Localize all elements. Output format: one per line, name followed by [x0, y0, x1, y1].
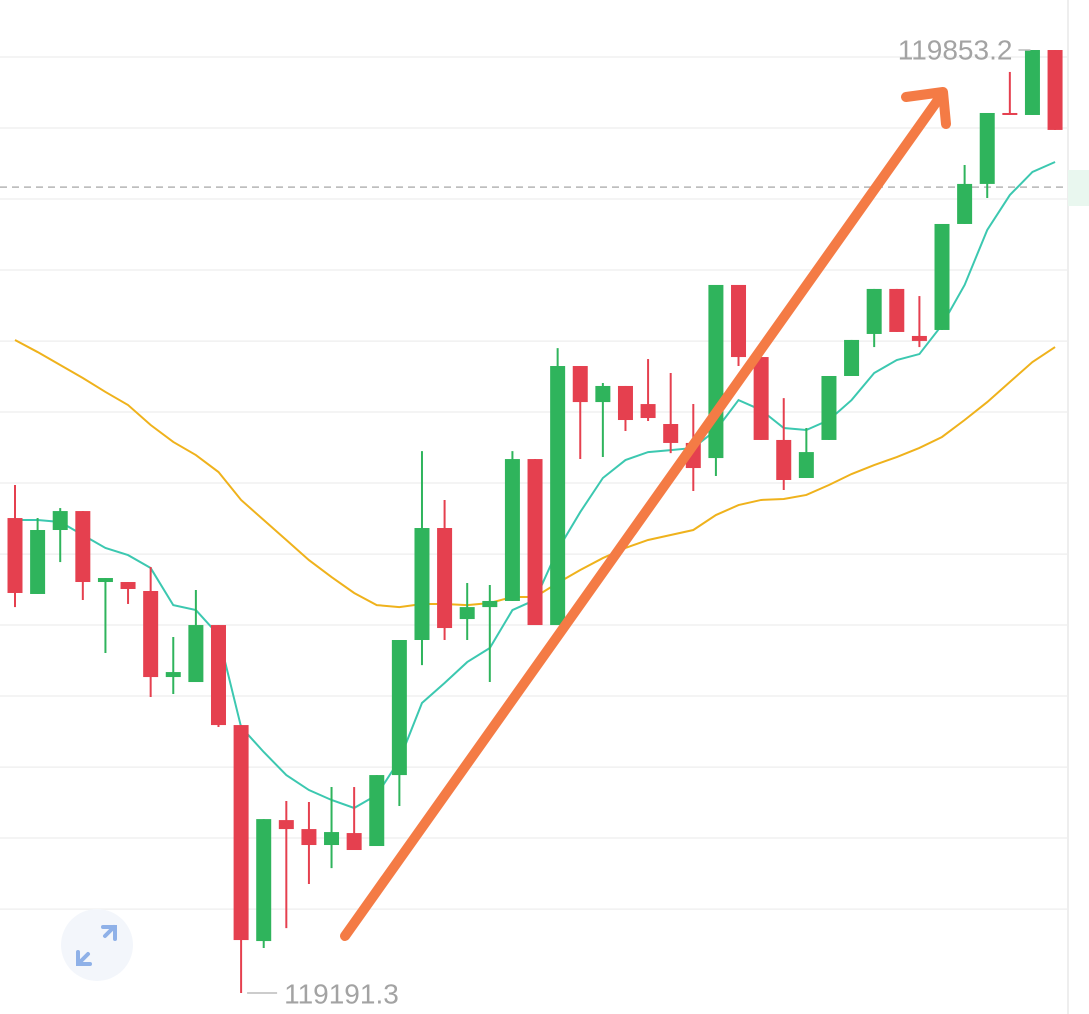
candle-body — [1024, 50, 1040, 115]
candle-body — [979, 112, 995, 184]
candle-body — [301, 829, 317, 846]
candle-body — [1002, 112, 1018, 115]
candle-body — [866, 288, 882, 334]
candle-body — [346, 833, 362, 851]
candle-body — [844, 339, 860, 376]
candle-body — [708, 284, 724, 459]
candle-body — [821, 375, 837, 440]
price-tag — [1068, 170, 1089, 206]
candle-body — [889, 288, 905, 332]
candle-body — [233, 725, 249, 941]
candle-body — [143, 590, 159, 678]
candle-body — [210, 625, 226, 726]
candle-body — [934, 223, 950, 330]
candle-body — [188, 625, 204, 683]
labels: 119853.2 119191.3 — [247, 34, 1031, 1009]
low-label: 119191.3 — [284, 978, 399, 1009]
candle-body — [369, 775, 385, 847]
candle-body — [75, 511, 91, 583]
trend-arrow — [340, 87, 951, 941]
candle-body — [527, 459, 543, 626]
candle-body — [731, 284, 747, 358]
candle-body — [165, 672, 181, 678]
candle-body — [911, 335, 927, 341]
candle-body — [437, 528, 453, 629]
candle-body — [753, 357, 769, 440]
candle-body — [482, 600, 498, 608]
candle-body — [391, 640, 407, 776]
high-label: 119853.2 — [898, 34, 1013, 65]
candle-body — [1047, 50, 1063, 130]
expand-button[interactable] — [61, 909, 133, 981]
candle-body — [957, 183, 973, 224]
candles — [7, 50, 1063, 994]
candle-body — [7, 518, 23, 593]
candle-body — [663, 424, 679, 443]
candle-body — [798, 452, 814, 479]
candle-body — [97, 578, 113, 583]
candle-body — [595, 385, 611, 403]
candle-body — [52, 511, 68, 531]
candle-body — [278, 820, 294, 830]
candle-body — [120, 582, 136, 589]
candle-body — [640, 404, 656, 419]
candle-body — [504, 459, 520, 601]
candle-body — [617, 385, 633, 421]
candle-body — [414, 528, 430, 641]
candle-body — [572, 366, 588, 403]
candle-body — [256, 819, 272, 942]
candle-body — [776, 439, 792, 481]
candle-body — [550, 366, 566, 626]
grid — [0, 56, 1068, 910]
candle-body — [324, 832, 340, 846]
candle-body — [30, 530, 46, 594]
candle-body — [459, 607, 475, 620]
